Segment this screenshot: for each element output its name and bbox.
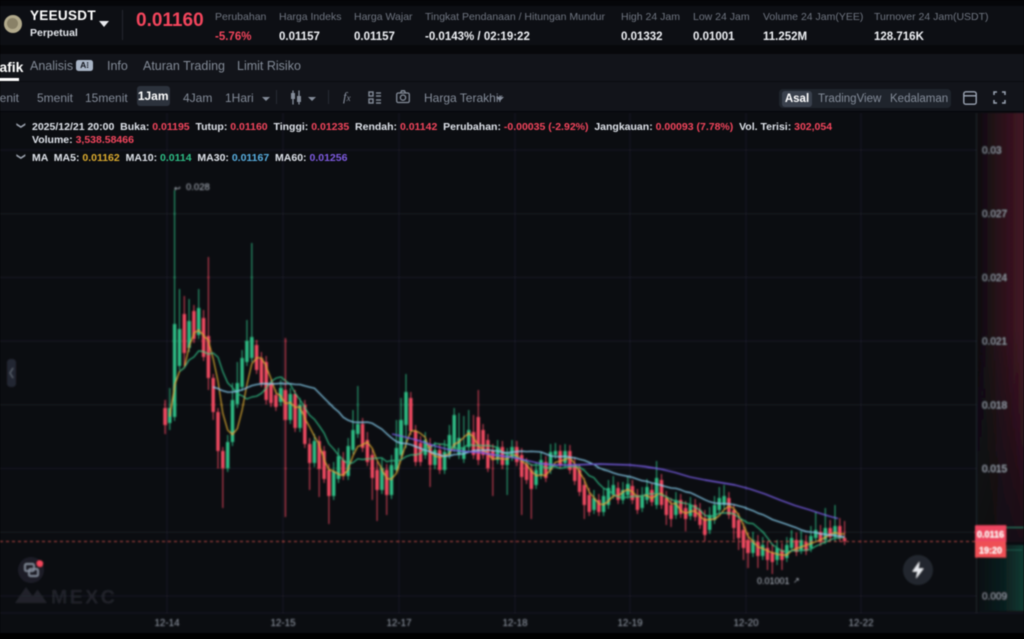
svg-text:0.027: 0.027 xyxy=(982,209,1007,220)
svg-text:0.0116: 0.0116 xyxy=(977,530,1004,540)
svg-text:0.03: 0.03 xyxy=(982,146,1002,157)
svg-text:0.021: 0.021 xyxy=(982,337,1007,348)
svg-text:↩: ↩ xyxy=(174,184,181,193)
svg-text:12-15: 12-15 xyxy=(270,618,296,629)
svg-text:0.01001: 0.01001 xyxy=(757,576,790,586)
svg-text:0.018: 0.018 xyxy=(982,400,1007,411)
svg-text:12-20: 12-20 xyxy=(733,618,759,629)
svg-text:12-18: 12-18 xyxy=(502,618,528,629)
svg-text:12-14: 12-14 xyxy=(154,618,180,629)
svg-text:12-17: 12-17 xyxy=(386,618,411,629)
svg-text:12-22: 12-22 xyxy=(848,618,873,629)
svg-text:0.009: 0.009 xyxy=(982,592,1007,603)
svg-text:↗: ↗ xyxy=(793,576,800,585)
svg-text:12-19: 12-19 xyxy=(617,618,642,629)
svg-text:0.028: 0.028 xyxy=(186,182,210,193)
svg-text:0.015: 0.015 xyxy=(982,464,1007,475)
svg-text:0.024: 0.024 xyxy=(982,273,1007,284)
svg-text:MEXC: MEXC xyxy=(51,587,117,609)
svg-text:19:20: 19:20 xyxy=(979,546,1002,556)
